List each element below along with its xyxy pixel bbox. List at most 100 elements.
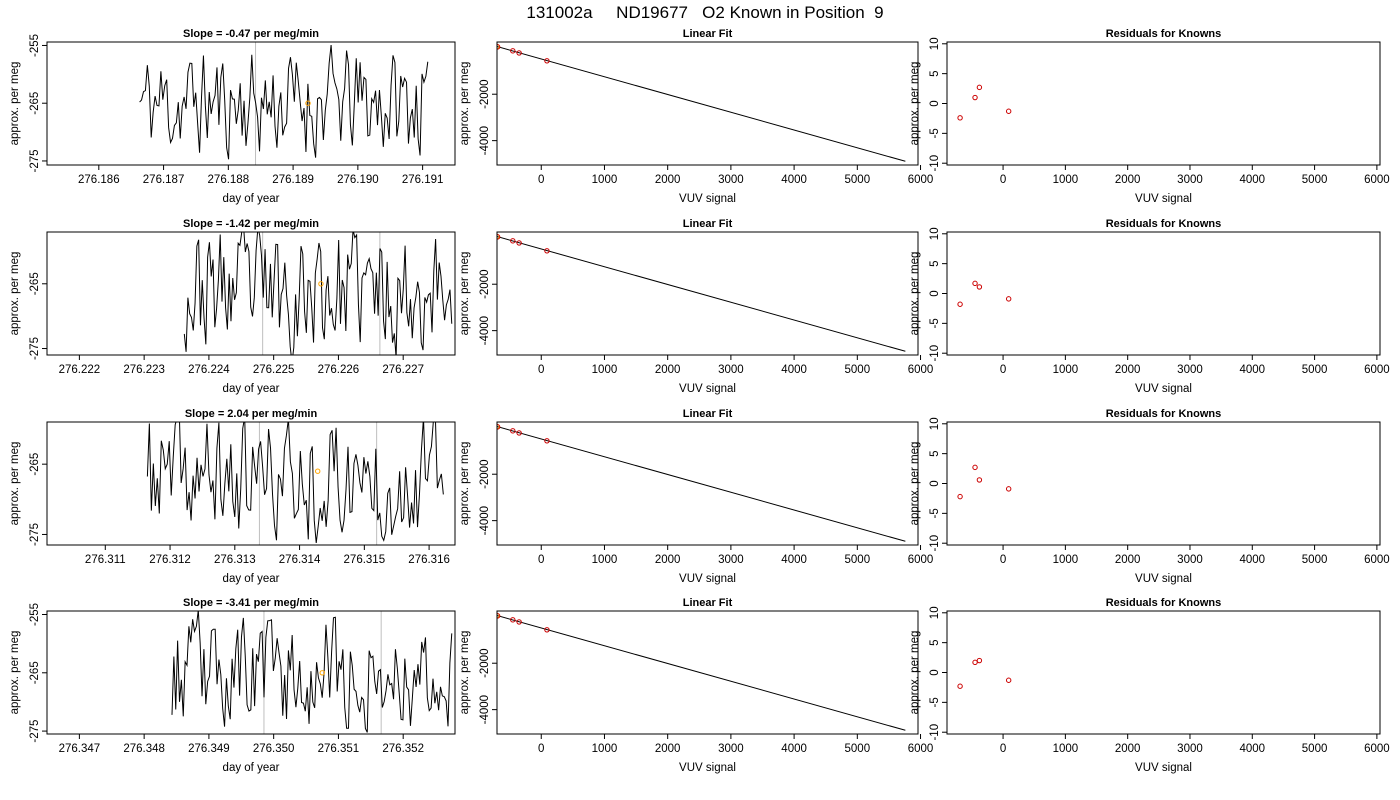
x-tick-label: 5000 — [845, 554, 871, 566]
panel-0-2: Residuals for Knowns 0 1000 2000 3000 4000 500… — [909, 28, 1390, 205]
x-tick-label: 2000 — [655, 174, 681, 186]
data-point — [318, 281, 324, 287]
y-axis-label: approx. per meg — [909, 62, 921, 146]
x-tick-label: 0 — [538, 364, 544, 376]
plot-area — [171, 611, 453, 734]
plot-frame — [946, 231, 1381, 356]
panel-title: Slope = -0.47 per meg/min — [183, 28, 319, 40]
plot-frame — [46, 41, 456, 166]
plot-frame — [46, 610, 456, 735]
x-tick-label: 1000 — [592, 174, 618, 186]
series-line — [139, 44, 429, 160]
y-tick-label: -4000 — [479, 316, 491, 345]
plot-area — [957, 280, 1012, 307]
panel-title: Residuals for Knowns — [1106, 597, 1222, 609]
x-tick-label: 1000 — [592, 743, 618, 755]
figure-title: 131002a ND19677 O2 Known in Position 9 — [526, 3, 883, 22]
y-tick-label: -2000 — [479, 649, 491, 678]
x-tick-label: 276.226 — [318, 364, 360, 376]
x-tick-label: 3000 — [718, 554, 744, 566]
panel-title: Linear Fit — [683, 597, 733, 609]
x-tick-label: 276.222 — [59, 364, 101, 376]
x-tick-label: 1000 — [1053, 554, 1079, 566]
x-tick-label: 5000 — [845, 364, 871, 376]
plot-area — [957, 657, 1012, 689]
y-tick-label: 10 — [929, 37, 941, 50]
data-point — [319, 670, 325, 676]
plot-area — [146, 422, 444, 545]
y-tick-label: -10 — [929, 535, 941, 552]
x-tick-label: 276.313 — [214, 554, 256, 566]
x-tick-label: 276.316 — [408, 554, 450, 566]
panel-title: Residuals for Knowns — [1106, 218, 1222, 230]
x-tick-label: 3000 — [1177, 743, 1203, 755]
data-point — [972, 464, 978, 471]
x-tick-label: 276.186 — [78, 174, 120, 186]
x-tick-label: 276.348 — [123, 743, 165, 755]
data-point — [497, 424, 501, 430]
plot-frame — [946, 421, 1381, 546]
panel-title: Linear Fit — [683, 408, 733, 420]
y-tick-label: -265 — [29, 272, 41, 295]
panel-2-2: Residuals for Knowns 0 1000 2000 3000 4000 500… — [909, 408, 1390, 585]
y-tick-label: 5 — [929, 70, 941, 76]
x-tick-label: 6000 — [1364, 743, 1390, 755]
x-tick-label: 6000 — [908, 174, 934, 186]
y-tick-label: -2000 — [479, 80, 491, 109]
y-tick-label: 0 — [929, 669, 941, 675]
y-tick-label: -10 — [929, 155, 941, 172]
y-tick-label: -255 — [29, 603, 41, 626]
panel-1-2: Residuals for Knowns 0 1000 2000 3000 4000 500… — [909, 218, 1390, 395]
data-point — [516, 240, 522, 246]
panel-0-1: Linear Fit 0 1000 2000 3000 4000 5000 6000 -4000… — [459, 28, 933, 205]
x-tick-label: 2000 — [655, 554, 681, 566]
data-point — [957, 115, 963, 121]
x-tick-label: 4000 — [781, 174, 807, 186]
x-axis-label: VUV signal — [679, 573, 736, 585]
x-tick-label: 4000 — [1239, 743, 1265, 755]
plot-area — [957, 464, 1012, 500]
data-point — [957, 301, 963, 307]
data-point — [544, 58, 550, 64]
x-tick-label: 276.312 — [149, 554, 191, 566]
x-tick-label: 0 — [1000, 743, 1006, 755]
x-tick-label: 276.350 — [253, 743, 295, 755]
fit-line — [497, 426, 906, 542]
x-tick-label: 0 — [1000, 554, 1006, 566]
panel-1-0: Slope = -1.42 per meg/min 276.222 276.223 2… — [9, 218, 456, 395]
y-tick-label: -5 — [929, 508, 941, 518]
data-point — [497, 44, 501, 50]
x-tick-label: 1000 — [1053, 743, 1079, 755]
y-tick-label: 5 — [929, 450, 941, 456]
panel-3-1: Linear Fit 0 1000 2000 3000 4000 5000 6000 -4000… — [459, 597, 933, 774]
data-point — [544, 627, 550, 633]
plot-area — [497, 43, 906, 162]
y-tick-label: 10 — [929, 606, 941, 619]
y-axis-label: approx. per meg — [909, 252, 921, 336]
x-axis-label: VUV signal — [1135, 573, 1192, 585]
data-point — [497, 234, 501, 240]
data-point — [1005, 296, 1012, 302]
data-point — [516, 430, 522, 436]
data-point — [1005, 108, 1012, 114]
x-tick-label: 276.223 — [123, 364, 165, 376]
data-point — [972, 659, 978, 666]
x-tick-label: 6000 — [908, 554, 934, 566]
x-tick-label: 276.188 — [208, 174, 250, 186]
x-tick-label: 276.189 — [272, 174, 314, 186]
y-tick-label: -275 — [29, 523, 41, 546]
x-tick-label: 1000 — [1053, 364, 1079, 376]
y-axis-label: approx. per meg — [9, 442, 21, 526]
x-tick-label: 276.311 — [85, 554, 126, 566]
fit-line — [497, 236, 906, 352]
x-tick-label: 6000 — [908, 364, 934, 376]
y-tick-label: -255 — [29, 34, 41, 57]
x-tick-label: 0 — [1000, 364, 1006, 376]
panel-title: Slope = 2.04 per meg/min — [185, 408, 318, 420]
series-line — [146, 422, 444, 544]
plot-area — [183, 232, 453, 355]
x-tick-label: 276.227 — [382, 364, 424, 376]
data-point — [976, 477, 983, 483]
data-point — [510, 617, 516, 623]
